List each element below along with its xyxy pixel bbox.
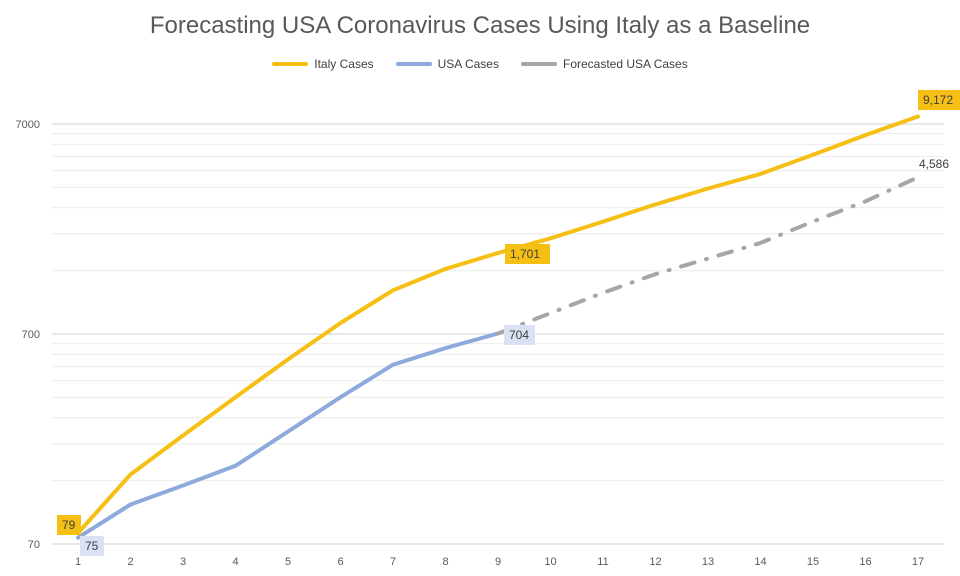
chart-title: Forecasting USA Coronavirus Cases Using … xyxy=(149,12,811,39)
legend-label-italy: Italy Cases xyxy=(314,57,374,71)
x-tick-label: 13 xyxy=(702,556,714,568)
data-label-usa-end: 704 xyxy=(509,328,529,342)
x-tick-label: 15 xyxy=(807,556,819,568)
x-tick-label: 5 xyxy=(285,556,291,568)
y-tick-label: 70 xyxy=(28,539,40,551)
legend-label-usa: USA Cases xyxy=(437,57,499,71)
legend-item-forecast: Forecasted USA Cases xyxy=(520,57,688,71)
series-line-usa xyxy=(76,331,500,540)
data-label-usa-start-bg xyxy=(80,536,104,556)
data-label-italy-end-bg xyxy=(918,90,960,110)
legend-swatch-italy xyxy=(272,62,309,66)
legend: Italy Cases USA Cases Forecasted USA Cas… xyxy=(0,57,960,71)
x-tick-label: 2 xyxy=(127,556,133,568)
x-tick-label: 6 xyxy=(337,556,343,568)
x-tick-label: 12 xyxy=(649,556,661,568)
x-tick-label: 17 xyxy=(912,556,924,568)
x-tick-label: 14 xyxy=(754,556,766,568)
data-label-italy-start: 79 xyxy=(62,518,76,532)
series-line-italy xyxy=(76,114,920,535)
y-tick-label: 7000 xyxy=(16,119,40,131)
legend-label-forecast: Forecasted USA Cases xyxy=(562,57,688,71)
x-tick-label: 7 xyxy=(390,556,396,568)
x-tick-label: 4 xyxy=(232,556,238,568)
legend-item-usa: USA Cases xyxy=(395,57,499,71)
series-line-forecast xyxy=(496,175,920,336)
legend-swatch-forecast xyxy=(520,62,557,66)
data-label-italy-mid: 1,701 xyxy=(510,247,540,261)
data-label-usa-end-bg xyxy=(504,325,535,345)
x-tick-label: 10 xyxy=(544,556,556,568)
data-label-forecast-end: 4,586 xyxy=(919,157,949,171)
x-tick-label: 16 xyxy=(859,556,871,568)
data-label-italy-mid-bg xyxy=(505,244,550,264)
x-tick-label: 8 xyxy=(442,556,448,568)
x-tick-label: 3 xyxy=(180,556,186,568)
x-tick-label: 9 xyxy=(495,556,501,568)
legend-swatch-usa xyxy=(395,62,432,66)
x-tick-label: 1 xyxy=(75,556,81,568)
data-label-italy-start-bg xyxy=(57,515,81,535)
y-tick-label: 700 xyxy=(22,329,40,341)
legend-item-italy: Italy Cases xyxy=(272,57,374,71)
x-tick-label: 11 xyxy=(597,556,608,568)
data-label-usa-start: 75 xyxy=(85,539,99,553)
data-label-italy-end: 9,172 xyxy=(923,93,953,107)
